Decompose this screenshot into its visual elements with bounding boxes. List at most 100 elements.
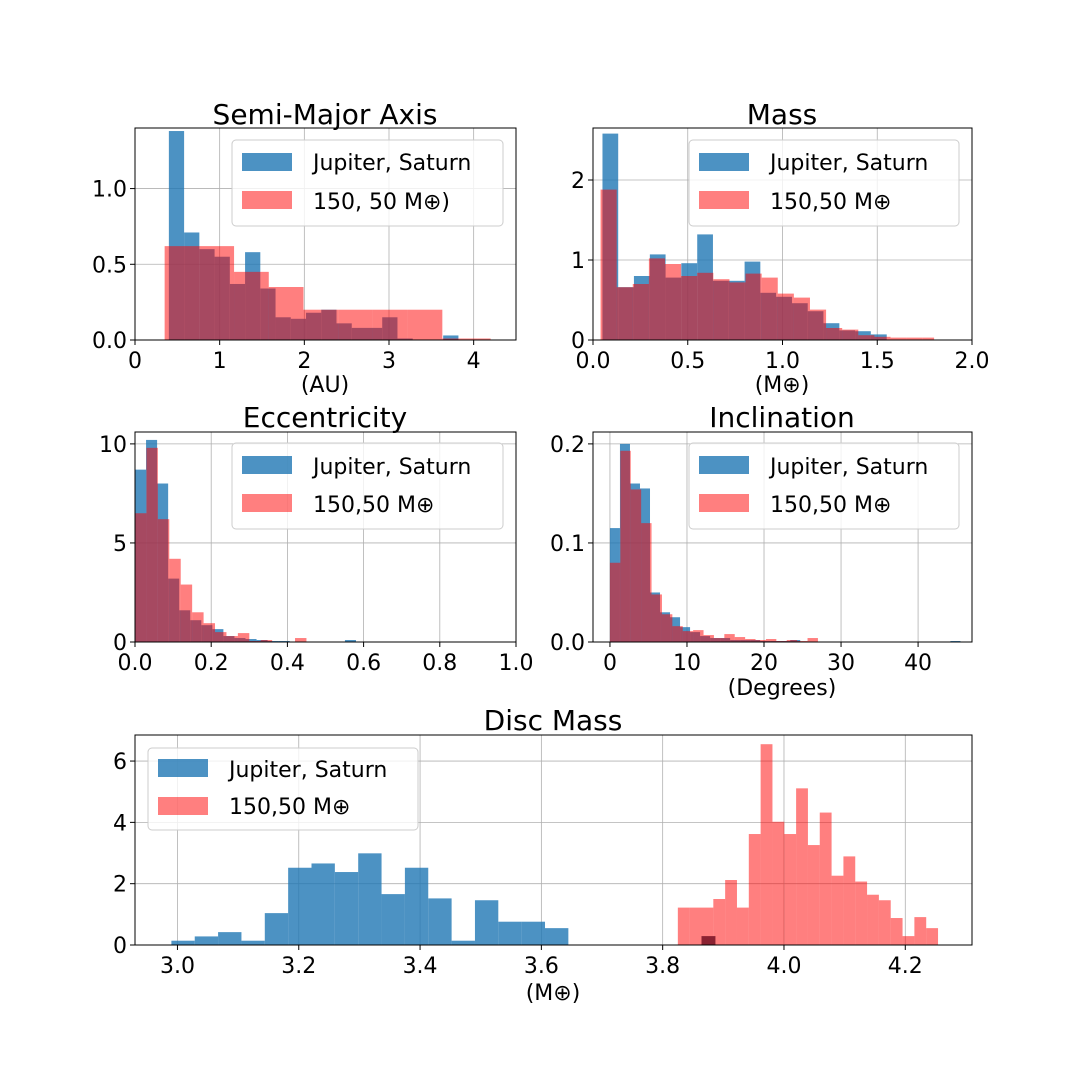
histogram-bar-series-b: [878, 900, 891, 945]
legend-label-series-b: 150,50 M⊕: [770, 190, 891, 215]
histogram-bar-series-b: [609, 562, 621, 642]
histogram-bar-series-b: [793, 297, 810, 340]
y-tick-label: 0.2: [550, 433, 585, 458]
x-axis-label: (Degrees): [728, 676, 837, 701]
histogram-bar-series-a: [498, 921, 522, 945]
y-tick-label: 0.5: [92, 253, 127, 278]
histogram-bar-series-b: [164, 246, 200, 340]
legend: Jupiter, Saturn 150,50 M⊕: [147, 747, 419, 831]
histogram-bar-series-b: [697, 272, 714, 340]
legend-swatch-series-a: [158, 759, 208, 777]
histogram-bar-series-a: [241, 940, 265, 945]
legend-box: [688, 442, 960, 530]
histogram-bar-series-b: [748, 834, 761, 945]
legend: Jupiter, Saturn 150,50 M⊕: [688, 442, 960, 530]
legend-swatch-series-b: [158, 797, 208, 815]
histogram-bar-series-a: [404, 867, 429, 945]
histogram-bar-series-b: [237, 633, 250, 642]
histogram-bar-series-b: [681, 276, 698, 340]
histogram-bar-series-b: [713, 279, 730, 340]
histogram-bar-series-b: [713, 899, 726, 945]
histogram-bar-series-b: [442, 338, 478, 340]
panel-semi-major-axis: Semi-Major Axis 0 1 2 3 4 0.0 0.5 1.0 (AU) Jupi…: [92, 98, 517, 398]
histogram-bar-series-b: [157, 519, 170, 642]
histogram-bar-series-b: [777, 293, 794, 340]
histogram-bar-series-b: [922, 337, 935, 340]
legend-swatch-series-b: [699, 191, 749, 209]
histogram-bar-series-b: [661, 614, 673, 642]
histogram-bar-series-b: [600, 189, 617, 340]
x-tick-label: 1.0: [499, 651, 534, 676]
histogram-bar-series-b: [372, 309, 408, 340]
legend-box: [688, 139, 960, 227]
legend-swatch-series-a: [699, 153, 749, 171]
histogram-bar-series-a: [545, 928, 569, 945]
x-tick-label: 4: [467, 349, 481, 374]
x-axis-label: (AU): [301, 373, 349, 398]
legend: Jupiter, Saturn 150,50 M⊕: [688, 139, 960, 227]
histogram-bar-overlap: [701, 936, 716, 945]
legend-label-series-a: Jupiter, Saturn: [311, 455, 471, 480]
histogram-bar-series-b: [180, 584, 193, 642]
histogram-bar-series-a: [358, 853, 382, 945]
histogram-bar-series-b: [226, 636, 238, 642]
histogram-bar-series-b: [729, 282, 746, 340]
histogram-bar-series-a: [381, 894, 405, 945]
x-tick-label: 3.2: [281, 954, 316, 979]
histogram-bar-series-b: [689, 907, 702, 945]
histogram-bar-series-b: [632, 284, 649, 340]
x-tick-label: 1.0: [765, 349, 800, 374]
histogram-bar-series-b: [648, 258, 666, 340]
plot-frame: [592, 431, 973, 643]
histogram-bar-series-b: [192, 612, 204, 642]
y-tick-label: 0.1: [550, 532, 585, 557]
histogram-bar-series-b: [641, 523, 652, 642]
x-tick-label: 2: [297, 349, 311, 374]
plot-frame: [134, 127, 517, 341]
histogram-bar-series-b: [890, 337, 907, 340]
legend-box: [231, 139, 504, 227]
histogram-bar-series-a: [474, 900, 499, 945]
histogram-bar-series-a: [194, 936, 219, 945]
histogram-bar-series-b: [268, 287, 304, 340]
x-tick-label: 0.0: [576, 349, 611, 374]
panel-title: Inclination: [709, 401, 855, 434]
histogram-bar-series-b: [760, 744, 773, 945]
x-tick-label: 3.4: [403, 954, 438, 979]
histogram-bar-series-b: [651, 594, 662, 642]
x-axis-label: (M⊕): [755, 373, 810, 398]
x-tick-label: 2.0: [955, 349, 990, 374]
y-tick-label: 0.0: [550, 631, 585, 656]
plot-frame: [134, 734, 973, 946]
histogram-bar-series-b: [295, 638, 307, 642]
y-tick-label: 10: [99, 433, 127, 458]
legend-label-series-b: 150, 50 M⊕): [313, 190, 450, 215]
y-tick-label: 0: [113, 934, 127, 959]
x-tick-label: 0.5: [670, 349, 705, 374]
histogram-bar-series-b: [902, 936, 915, 945]
histogram-bar-series-b: [843, 856, 856, 945]
panel-inclination: Inclination 0 10 20 30 40 0.0 0.1 0.2 (Degrees)…: [550, 401, 973, 701]
x-tick-label: 0.4: [270, 651, 305, 676]
legend-swatch-series-b: [242, 494, 292, 512]
histogram-bar-series-b: [630, 489, 642, 642]
histogram-bar-series-a: [428, 898, 452, 945]
x-tick-label: 0: [603, 651, 617, 676]
histogram-bar-series-b: [926, 928, 939, 945]
histogram-bar-series-a: [171, 940, 195, 945]
legend-swatch-series-a: [699, 456, 749, 474]
x-axis-label: (M⊕): [526, 981, 581, 1006]
histogram-bar-series-b: [146, 447, 158, 642]
x-tick-label: 4.2: [888, 954, 923, 979]
x-tick-label: 3.6: [524, 954, 559, 979]
histogram-bar-series-b: [807, 845, 820, 945]
plot-frame: [134, 431, 517, 643]
histogram-bar-series-b: [215, 632, 227, 642]
histogram-bar-series-b: [734, 637, 746, 642]
histogram-bar-series-b: [874, 336, 891, 340]
histogram-bar-series-b: [772, 821, 785, 945]
histogram-bar-series-b: [809, 309, 827, 340]
panel-eccentricity: Eccentricity 0.0 0.2 0.4 0.6 0.8 1.0 0 5 10 Jupi…: [99, 401, 534, 676]
histogram-bar-series-b: [761, 277, 778, 340]
